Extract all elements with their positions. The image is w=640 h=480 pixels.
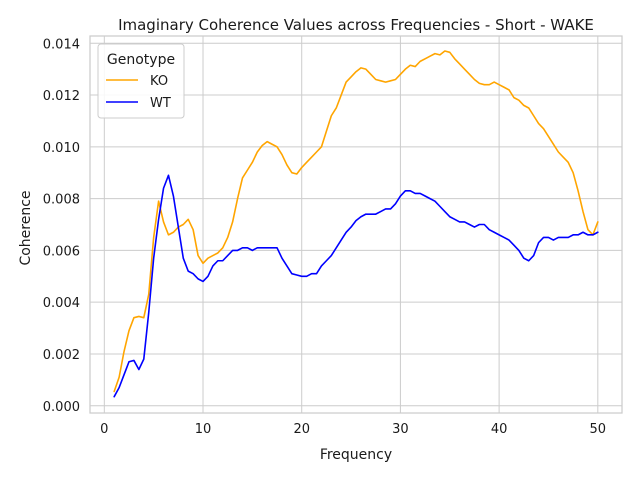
x-axis-label: Frequency bbox=[320, 447, 392, 463]
y-tick-label: 0.010 bbox=[43, 141, 80, 156]
y-tick-label: 0.012 bbox=[43, 89, 80, 104]
x-tick-label: 40 bbox=[491, 422, 508, 437]
y-axis-ticks: 0.000 0.002 0.004 0.006 0.008 0.010 0.012 0.014 bbox=[43, 37, 80, 415]
x-tick-label: 20 bbox=[293, 422, 310, 437]
x-tick-label: 0 bbox=[100, 422, 108, 437]
legend: Genotype KO WT bbox=[97, 43, 185, 119]
y-tick-label: 0.006 bbox=[43, 244, 80, 259]
x-axis-ticks: 0 10 20 30 40 50 bbox=[100, 422, 606, 437]
legend-items: KO WT bbox=[106, 74, 171, 111]
x-tick-label: 50 bbox=[590, 422, 607, 437]
legend-box bbox=[97, 43, 185, 119]
y-tick-label: 0.008 bbox=[43, 193, 80, 208]
chart-title: Imaginary Coherence Values across Freque… bbox=[118, 16, 594, 34]
y-tick-label: 0.002 bbox=[43, 348, 80, 363]
grid-lines bbox=[90, 36, 622, 413]
y-tick-label: 0.000 bbox=[43, 400, 80, 415]
series-layer bbox=[113, 50, 599, 398]
y-tick-label: 0.004 bbox=[43, 296, 80, 311]
x-tick-label: 30 bbox=[392, 422, 409, 437]
series-line-ko bbox=[113, 50, 599, 393]
y-axis-label: Coherence bbox=[18, 190, 34, 265]
legend-title: Genotype bbox=[107, 52, 175, 68]
legend-label-wt: WT bbox=[150, 96, 171, 111]
legend-label-ko: KO bbox=[150, 74, 168, 89]
x-tick-label: 10 bbox=[195, 422, 212, 437]
series-line-wt bbox=[113, 174, 599, 398]
y-tick-label: 0.014 bbox=[43, 37, 80, 52]
